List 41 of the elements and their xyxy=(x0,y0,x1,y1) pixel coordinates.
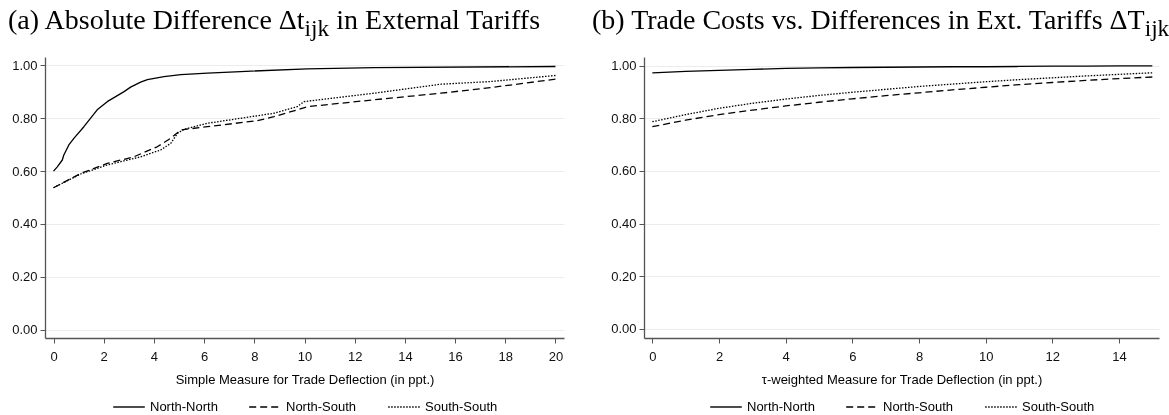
y-tick-label: 0.80 xyxy=(12,110,38,126)
y-tick-label: 0.20 xyxy=(12,269,38,285)
x-axis-title: Simple Measure for Trade Deflection (in ppt.) xyxy=(175,371,435,387)
chart-title: (b) Trade Costs vs. Differences in Ext. Tariffs ΔT$_{ijk}$ xyxy=(592,4,1169,43)
y-tick-label: 1.00 xyxy=(611,58,637,74)
x-tick-label: 18 xyxy=(498,348,514,364)
x-tick-label: 8 xyxy=(251,348,259,364)
y-tick-label: 0.20 xyxy=(611,268,637,284)
legend-label: North-South xyxy=(883,399,954,414)
legend-label: South-South xyxy=(425,399,498,414)
x-tick-label: 14 xyxy=(1112,348,1127,364)
x-tick-label: 10 xyxy=(978,348,994,364)
x-tick-label: 6 xyxy=(849,348,857,364)
chart-title: (a) Absolute Difference Δt$_{ijk}$ in External Tariffs xyxy=(8,4,541,43)
y-tick-label: 0.80 xyxy=(611,110,637,126)
x-tick-label: 2 xyxy=(100,348,108,364)
x-tick-label: 20 xyxy=(548,348,564,364)
x-tick-label: 6 xyxy=(201,348,209,364)
x-tick-label: 2 xyxy=(715,348,724,364)
legend-label: North-South xyxy=(286,399,357,414)
x-tick-label: 12 xyxy=(347,348,363,364)
y-tick-label: 0.40 xyxy=(12,216,38,232)
x-tick-label: 0 xyxy=(649,348,657,364)
y-tick-label: 0.60 xyxy=(12,163,38,179)
x-tick-label: 4 xyxy=(150,348,159,364)
legend-label: South-South xyxy=(1022,399,1095,414)
x-tick-label: 12 xyxy=(1045,348,1061,364)
y-tick-label: 0.40 xyxy=(611,216,637,232)
x-tick-label: 0 xyxy=(50,348,58,364)
y-tick-label: 0.60 xyxy=(611,163,637,179)
legend-label: North-North xyxy=(747,399,815,414)
y-tick-label: 0.00 xyxy=(12,322,38,338)
y-tick-label: 1.00 xyxy=(12,57,38,73)
x-tick-label: 8 xyxy=(915,348,924,364)
x-tick-label: 4 xyxy=(782,348,790,364)
x-tick-label: 10 xyxy=(297,348,313,364)
y-tick-label: 0.00 xyxy=(611,321,637,337)
x-tick-label: 14 xyxy=(398,348,413,364)
legend-label: North-North xyxy=(150,399,218,414)
x-axis-title: τ-weighted Measure for Trade Deflection (in ppt.) xyxy=(761,371,1043,387)
x-tick-label: 16 xyxy=(448,348,463,364)
